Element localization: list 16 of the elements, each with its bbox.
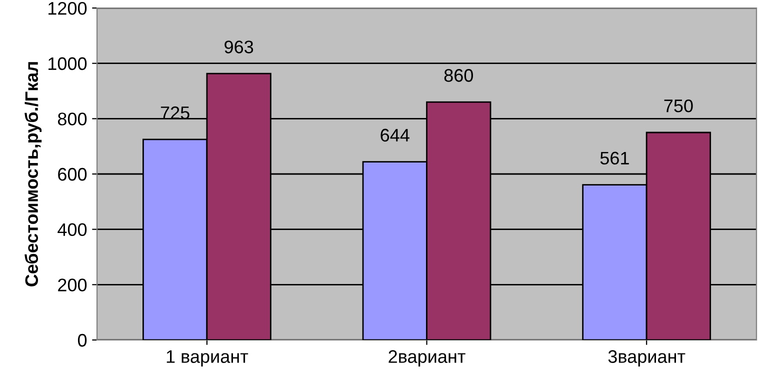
y-tick-label: 400 — [58, 223, 87, 236]
y-tick-label: 1200 — [48, 2, 87, 15]
data-label: 860 — [444, 69, 473, 82]
x-tick-label: 1 вариант — [166, 350, 248, 367]
y-tick-label: 0 — [78, 334, 87, 347]
data-label: 644 — [380, 128, 410, 142]
y-tick-label: 1000 — [48, 57, 87, 70]
data-label: 561 — [600, 152, 629, 165]
data-label: 963 — [224, 40, 254, 54]
y-axis-title: Себестоимость,руб./Гкал — [24, 62, 42, 286]
y-tick-label: 800 — [58, 112, 87, 126]
x-tick-label: 3вариант — [608, 350, 686, 367]
data-label: 750 — [664, 99, 693, 112]
x-tick-label: 2вариант — [388, 350, 466, 367]
y-tick-label: 600 — [58, 168, 87, 181]
y-tick-label: 200 — [58, 278, 87, 292]
